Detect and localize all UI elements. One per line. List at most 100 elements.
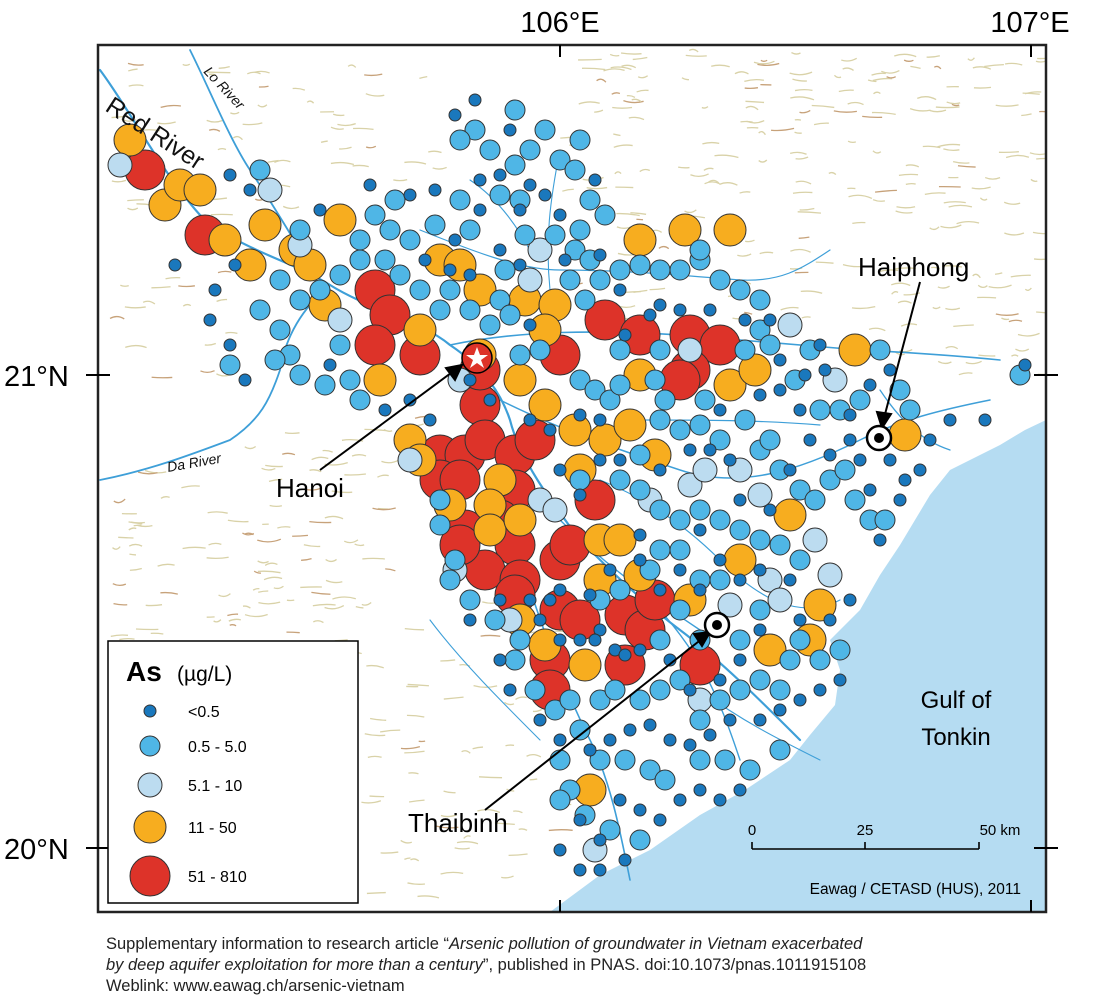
sample-point: [978, 413, 992, 427]
sample-point: [509, 344, 531, 366]
sample-point: [463, 373, 477, 387]
sample-point: [738, 353, 772, 387]
sample-point: [853, 453, 867, 467]
sample-point: [609, 579, 631, 601]
sample-point: [823, 448, 837, 462]
sample-point: [669, 599, 691, 621]
sample-point: [729, 629, 751, 651]
sample-point: [238, 373, 252, 387]
sample-point: [643, 718, 657, 732]
sample-point: [409, 279, 431, 301]
sample-point: [558, 253, 572, 267]
sample-point: [529, 339, 551, 361]
sample-point: [553, 463, 567, 477]
sample-point: [339, 369, 361, 391]
sample-point: [834, 459, 856, 481]
sample-point: [739, 759, 761, 781]
sample-point: [618, 853, 632, 867]
sample-point: [448, 108, 462, 122]
sample-point: [629, 829, 651, 851]
sample-point: [759, 334, 781, 356]
sample-point: [528, 388, 562, 422]
sample-point: [314, 374, 336, 396]
sample-point: [473, 203, 487, 217]
sample-point: [753, 563, 767, 577]
sample-point: [429, 514, 451, 536]
sample-point: [654, 389, 676, 411]
legend-label-1: 0.5 - 5.0: [188, 739, 247, 756]
sample-point: [589, 269, 611, 291]
sample-point: [573, 408, 587, 422]
sample-point: [428, 183, 442, 197]
sample-point: [609, 339, 631, 361]
sample-point: [629, 444, 651, 466]
sample-point: [483, 393, 497, 407]
caption: Supplementary information to research ar…: [106, 934, 1086, 997]
sample-point: [729, 279, 751, 301]
hanoi-label: Hanoi: [276, 473, 344, 503]
sample-point: [623, 723, 637, 737]
sample-point: [883, 363, 897, 377]
sample-point: [533, 613, 547, 627]
sample-point: [873, 533, 887, 547]
sample-point: [747, 482, 773, 508]
sample-point: [692, 457, 718, 483]
sample-point: [899, 399, 921, 421]
sample-point: [248, 208, 282, 242]
sample-point: [444, 549, 466, 571]
sample-point: [844, 489, 866, 511]
sample-point: [493, 168, 507, 182]
scale-bar: [751, 842, 980, 850]
sample-point: [309, 279, 331, 301]
sample-point: [564, 159, 586, 181]
lat-label-20: 20°N: [4, 834, 69, 866]
sample-point: [789, 479, 811, 501]
sample-point: [613, 793, 627, 807]
sample-point: [694, 389, 716, 411]
sample-point: [753, 623, 767, 637]
sample-point: [553, 633, 567, 647]
sample-point: [713, 793, 727, 807]
sample-point: [843, 433, 857, 447]
sample-point: [603, 563, 617, 577]
sample-point: [793, 403, 807, 417]
sample-point: [228, 258, 242, 272]
sample-point: [689, 239, 711, 261]
sample-point: [629, 689, 651, 711]
sample-point: [569, 219, 591, 241]
sample-point: [503, 363, 537, 397]
sample-point: [533, 713, 547, 727]
sample-point: [673, 563, 687, 577]
gulf-of-tonkin: [550, 420, 1046, 912]
sample-point: [649, 339, 671, 361]
sample-point: [593, 863, 607, 877]
sample-point: [693, 583, 707, 597]
sample-point: [709, 509, 731, 531]
sample-point: [644, 369, 666, 391]
sample-point: [813, 683, 827, 697]
sample-point: [513, 258, 527, 272]
sample-point: [289, 219, 311, 241]
sample-point: [429, 489, 451, 511]
sample-point: [503, 683, 517, 697]
sample-point: [418, 253, 432, 267]
sample-point: [804, 489, 826, 511]
sample-point: [439, 279, 461, 301]
terrain-contours: [109, 48, 1046, 900]
sample-point: [403, 188, 417, 202]
sample-point: [769, 739, 791, 761]
sample-point: [898, 473, 912, 487]
sample-point: [249, 299, 271, 321]
sample-point: [888, 418, 922, 452]
sample-point: [603, 733, 617, 747]
sample-point: [574, 479, 616, 521]
sample-point: [588, 633, 602, 647]
haiphong-label: Haiphong: [858, 252, 969, 282]
sample-point: [613, 283, 627, 297]
sample-point: [544, 224, 566, 246]
sample-point: [543, 593, 557, 607]
sample-point: [269, 319, 291, 341]
sample-point: [349, 249, 371, 271]
sample-point: [524, 679, 546, 701]
sample-point: [493, 653, 507, 667]
